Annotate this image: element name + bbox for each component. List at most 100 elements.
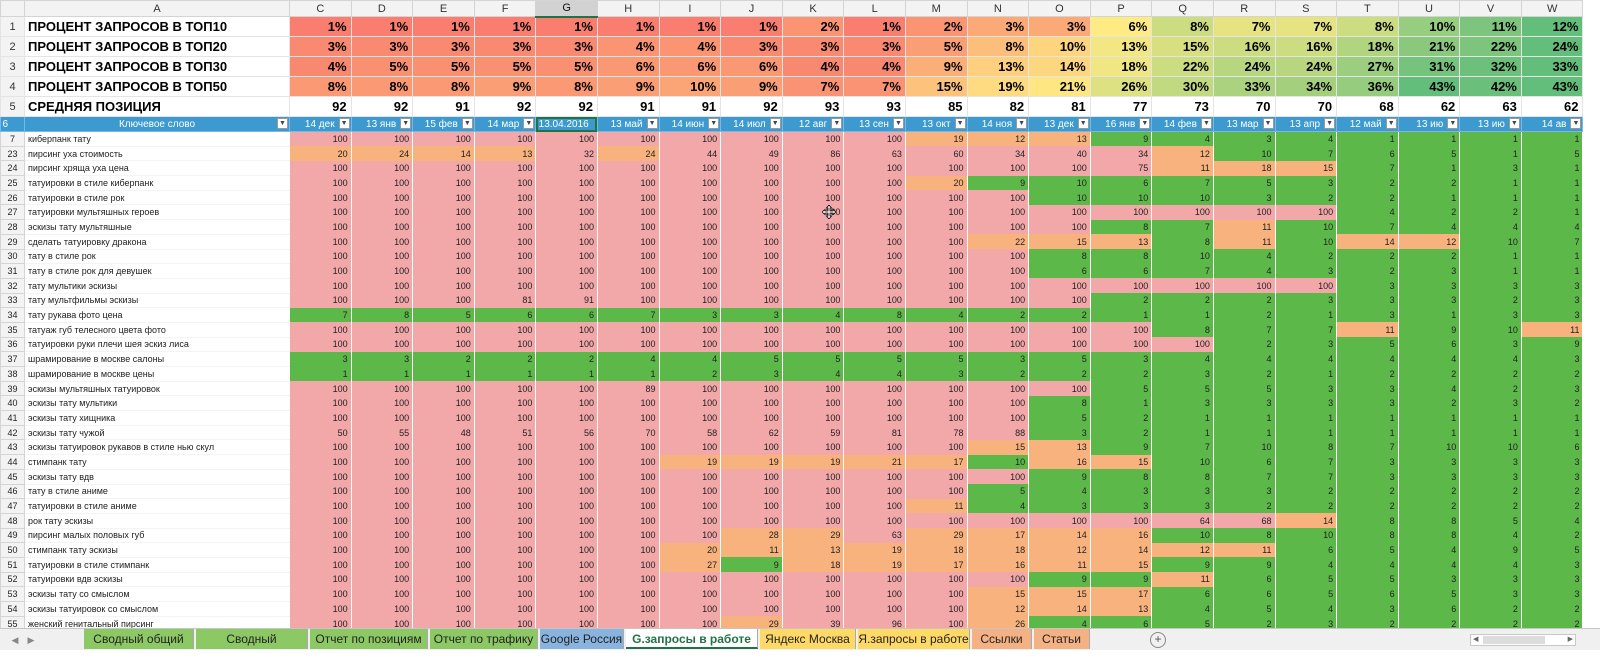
position-cell[interactable]: 4 — [905, 307, 968, 323]
position-cell[interactable]: 1 — [412, 366, 475, 382]
row-number[interactable]: 6 — [0, 116, 25, 132]
table-row[interactable]: 34 тату рукава фото цена 7 8 5 6 6 7 3 3 4 8 4 2 2 1 1 2 1… — [0, 307, 1584, 323]
summary-cell[interactable]: 4% — [289, 56, 352, 77]
summary-cell[interactable]: 36% — [1336, 76, 1399, 97]
summary-label[interactable]: ПРОЦЕНТ ЗАПРОСОВ В ТОП50 — [24, 76, 290, 97]
position-cell[interactable]: 3 — [1459, 469, 1522, 484]
position-cell[interactable]: 100 — [782, 219, 845, 235]
position-cell[interactable]: 2 — [1398, 366, 1461, 382]
keyword-cell[interactable]: стимпанк тату — [24, 454, 290, 470]
position-cell[interactable]: 100 — [659, 322, 722, 338]
position-cell[interactable]: 4 — [1459, 557, 1522, 573]
position-cell[interactable]: 3 — [351, 351, 414, 367]
position-cell[interactable]: 1 — [1521, 249, 1584, 264]
position-cell[interactable]: 5 — [1028, 351, 1091, 367]
position-cell[interactable]: 100 — [720, 513, 783, 529]
position-cell[interactable]: 9 — [1151, 557, 1214, 573]
position-cell[interactable]: 8 — [351, 307, 414, 323]
position-cell[interactable]: 11 — [1336, 322, 1399, 338]
column-header-r[interactable]: R — [1212, 0, 1276, 17]
position-cell[interactable]: 100 — [412, 293, 475, 308]
column-header-t[interactable]: T — [1336, 0, 1399, 17]
summary-cell[interactable]: 2% — [904, 16, 968, 37]
position-cell[interactable]: 100 — [289, 249, 352, 264]
keyword-cell[interactable]: эскизы тату мультики — [24, 395, 290, 412]
position-cell[interactable]: 100 — [289, 439, 352, 455]
position-cell[interactable]: 13 — [782, 542, 845, 558]
position-cell[interactable]: 5 — [905, 351, 968, 367]
position-cell[interactable]: 100 — [720, 131, 783, 147]
position-cell[interactable]: 100 — [351, 484, 414, 499]
filter-dropdown-icon[interactable]: ▼ — [646, 118, 658, 129]
position-cell[interactable]: 56 — [535, 425, 598, 440]
summary-cell[interactable]: 9% — [596, 76, 660, 97]
position-cell[interactable]: 19 — [843, 542, 906, 558]
summary-cell[interactable]: 15% — [1151, 36, 1214, 57]
position-cell[interactable]: 3 — [1336, 601, 1399, 617]
position-cell[interactable]: 15 — [1028, 234, 1091, 249]
position-cell[interactable]: 14 — [1028, 528, 1091, 543]
summary-cell[interactable]: 12% — [1520, 16, 1584, 37]
position-cell[interactable]: 100 — [967, 278, 1030, 294]
summary-cell[interactable]: 1% — [720, 16, 783, 37]
filter-dropdown-icon[interactable]: ▼ — [831, 118, 843, 129]
position-cell[interactable]: 16 — [967, 557, 1030, 573]
position-cell[interactable]: 51 — [474, 425, 537, 440]
position-cell[interactable]: 100 — [905, 410, 968, 426]
position-cell[interactable]: 100 — [412, 513, 475, 529]
position-cell[interactable]: 2 — [1336, 190, 1399, 205]
date-header[interactable]: 13.04.2016 — [535, 116, 598, 132]
add-sheet-icon[interactable]: + — [1150, 632, 1166, 648]
position-cell[interactable]: 100 — [843, 190, 906, 205]
position-cell[interactable]: 100 — [843, 263, 906, 279]
row-number[interactable]: 25 — [0, 175, 25, 191]
column-header-s[interactable]: S — [1274, 0, 1338, 17]
position-cell[interactable]: 8 — [1090, 219, 1153, 235]
row-number[interactable]: 48 — [0, 512, 25, 529]
position-cell[interactable]: 27 — [659, 557, 722, 573]
position-cell[interactable]: 4 — [1275, 351, 1338, 367]
position-cell[interactable]: 4 — [1336, 351, 1399, 367]
summary-row[interactable]: 2 ПРОЦЕНТ ЗАПРОСОВ В ТОП20 3% 3% 3% 3% 3% 4% 4% 3… — [0, 36, 1584, 57]
position-cell[interactable]: 1 — [1398, 307, 1461, 323]
position-cell[interactable]: 3 — [1521, 572, 1584, 587]
scrollbar-thumb[interactable] — [1483, 636, 1545, 644]
position-cell[interactable]: 100 — [1028, 204, 1091, 220]
position-cell[interactable]: 6 — [1398, 601, 1461, 617]
summary-cell[interactable]: 93 — [781, 96, 845, 117]
position-cell[interactable]: 3 — [1213, 190, 1276, 205]
position-cell[interactable]: 1 — [1521, 410, 1584, 426]
position-cell[interactable]: 2 — [1090, 366, 1153, 382]
keyword-cell[interactable]: пирсинг уха стоимость — [24, 146, 290, 162]
keyword-cell[interactable]: пирсинг малых половых губ — [24, 528, 290, 544]
column-header-h[interactable]: H — [596, 0, 660, 17]
position-cell[interactable]: 100 — [1028, 337, 1091, 352]
position-cell[interactable]: 100 — [289, 337, 352, 352]
position-cell[interactable]: 100 — [474, 616, 537, 631]
position-cell[interactable]: 1 — [1521, 204, 1584, 220]
summary-cell[interactable]: 8% — [1336, 16, 1399, 37]
position-cell[interactable]: 17 — [967, 528, 1030, 543]
keyword-cell[interactable]: пирсинг хряща уха цена — [24, 160, 290, 177]
position-cell[interactable]: 100 — [412, 557, 475, 573]
position-cell[interactable]: 1 — [1398, 425, 1461, 440]
keyword-cell[interactable]: эскизы татуировок рукавов в стиле нью ск… — [24, 439, 290, 456]
position-cell[interactable]: 4 — [1275, 131, 1338, 147]
position-cell[interactable]: 9 — [1028, 572, 1091, 587]
position-cell[interactable]: 1 — [1459, 263, 1522, 279]
position-cell[interactable]: 100 — [597, 410, 660, 426]
summary-cell[interactable]: 85 — [904, 96, 968, 117]
position-cell[interactable]: 100 — [659, 498, 722, 514]
position-cell[interactable]: 19 — [782, 454, 845, 470]
table-row[interactable]: 39 эскизы мультяшных татуировок 100 100 100 1… — [0, 380, 1584, 397]
position-cell[interactable]: 100 — [843, 572, 906, 587]
position-cell[interactable]: 6 — [1090, 616, 1153, 631]
position-cell[interactable]: 100 — [289, 160, 352, 176]
position-cell[interactable]: 100 — [967, 381, 1030, 396]
summary-cell[interactable]: 18% — [1336, 36, 1399, 57]
position-cell[interactable]: 100 — [905, 219, 968, 235]
position-cell[interactable]: 1 — [1336, 131, 1399, 147]
row-number[interactable]: 54 — [0, 601, 25, 617]
position-cell[interactable]: 100 — [474, 204, 537, 220]
position-cell[interactable]: 2 — [1521, 366, 1584, 382]
